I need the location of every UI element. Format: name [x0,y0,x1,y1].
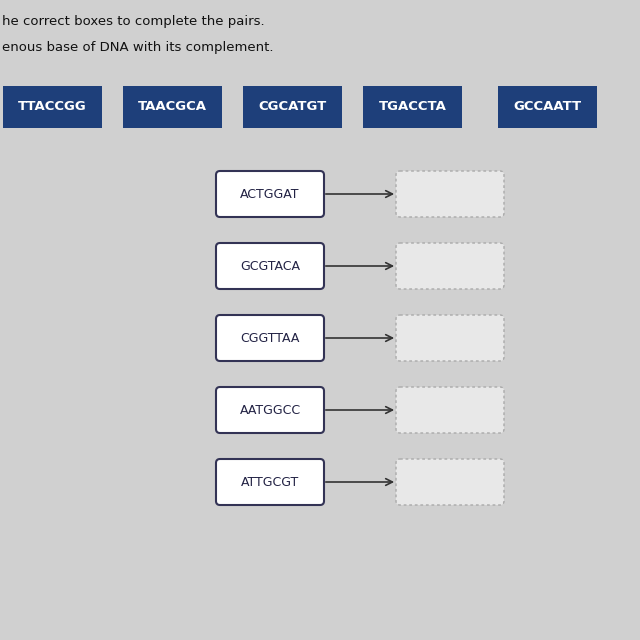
Text: CGCATGT: CGCATGT [259,100,326,113]
Text: GCGTACA: GCGTACA [240,259,300,273]
FancyBboxPatch shape [396,171,504,217]
FancyBboxPatch shape [216,459,324,505]
Text: TGACCTA: TGACCTA [379,100,447,113]
FancyBboxPatch shape [216,315,324,361]
FancyBboxPatch shape [216,387,324,433]
Text: he correct boxes to complete the pairs.: he correct boxes to complete the pairs. [2,15,264,29]
Text: ATTGCGT: ATTGCGT [241,476,299,488]
FancyBboxPatch shape [396,387,504,433]
Text: GCCAATT: GCCAATT [513,100,582,113]
FancyBboxPatch shape [396,243,504,289]
FancyBboxPatch shape [216,171,324,217]
FancyBboxPatch shape [363,86,462,128]
Text: enous base of DNA with its complement.: enous base of DNA with its complement. [2,42,273,54]
Text: CGGTTAA: CGGTTAA [240,332,300,344]
FancyBboxPatch shape [396,459,504,505]
Text: TTACCGG: TTACCGG [18,100,87,113]
Text: TAACGCA: TAACGCA [138,100,207,113]
FancyBboxPatch shape [396,315,504,361]
FancyBboxPatch shape [123,86,222,128]
FancyBboxPatch shape [498,86,597,128]
Text: ACTGGAT: ACTGGAT [240,188,300,200]
Text: AATGGCC: AATGGCC [239,403,301,417]
FancyBboxPatch shape [216,243,324,289]
FancyBboxPatch shape [243,86,342,128]
FancyBboxPatch shape [3,86,102,128]
